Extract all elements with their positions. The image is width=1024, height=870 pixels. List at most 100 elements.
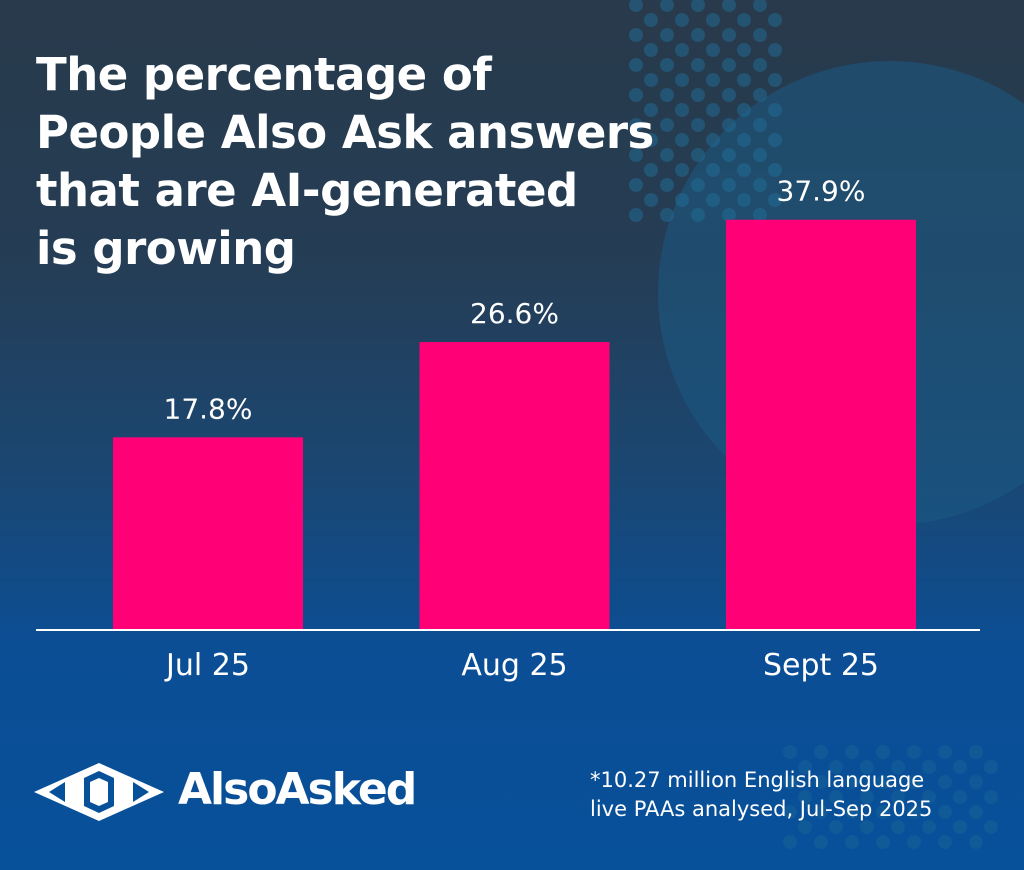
dot (644, 193, 658, 207)
dot (876, 805, 890, 819)
dot (660, 0, 674, 12)
dot (768, 73, 782, 87)
dot (629, 28, 643, 42)
dot (814, 775, 828, 789)
dot (753, 208, 767, 222)
dot (907, 835, 921, 849)
dot (722, 208, 736, 222)
dot (691, 178, 705, 192)
dot (753, 148, 767, 162)
dot (814, 835, 828, 849)
dot (644, 133, 658, 147)
title-line: is growing (36, 222, 296, 275)
dot (722, 88, 736, 102)
dot (753, 118, 767, 132)
dot (675, 43, 689, 57)
dot (753, 0, 767, 12)
dot (814, 745, 828, 759)
dot (969, 805, 983, 819)
dot (660, 148, 674, 162)
dot (722, 118, 736, 132)
dot-pattern-bottom (783, 745, 998, 849)
dot (691, 0, 705, 12)
dot (660, 208, 674, 222)
dot (860, 760, 874, 774)
dot (891, 790, 905, 804)
dot (984, 790, 998, 804)
dot (691, 88, 705, 102)
dot (969, 835, 983, 849)
bar-aug-25 (419, 342, 610, 630)
dot (722, 28, 736, 42)
dot (644, 73, 658, 87)
dot (706, 133, 720, 147)
dot (629, 88, 643, 102)
dot (829, 790, 843, 804)
dot (922, 820, 936, 834)
dot (845, 745, 859, 759)
dot (660, 88, 674, 102)
dot (922, 790, 936, 804)
bar-sept-25 (726, 219, 916, 631)
footnote-line: *10.27 million English language (590, 768, 925, 792)
dot (798, 790, 812, 804)
chart-title: The percentage of People Also Ask answer… (36, 46, 654, 278)
brand-name: AlsoAsked (178, 764, 417, 815)
dot (706, 13, 720, 27)
dot (907, 775, 921, 789)
dot (876, 775, 890, 789)
dot (737, 43, 751, 57)
alsoasked-logo (34, 763, 164, 821)
dot (938, 775, 952, 789)
dot (907, 745, 921, 759)
dot (737, 13, 751, 27)
dot (644, 163, 658, 177)
dot (675, 133, 689, 147)
x-tick-label: Aug 25 (461, 648, 567, 683)
dot (660, 178, 674, 192)
dot (814, 805, 828, 819)
dot (706, 193, 720, 207)
dot (876, 835, 890, 849)
dot (675, 73, 689, 87)
dot (953, 820, 967, 834)
dot (984, 820, 998, 834)
dot (660, 118, 674, 132)
dot (644, 103, 658, 117)
dot (798, 820, 812, 834)
dot (969, 775, 983, 789)
dot (675, 13, 689, 27)
dot (768, 13, 782, 27)
dot (629, 0, 643, 12)
dot (768, 163, 782, 177)
dot (706, 73, 720, 87)
dot (691, 28, 705, 42)
dot (675, 163, 689, 177)
dot (984, 760, 998, 774)
dot (629, 58, 643, 72)
dot (675, 193, 689, 207)
dot (953, 790, 967, 804)
dot (798, 760, 812, 774)
dot (660, 58, 674, 72)
dot (845, 775, 859, 789)
bar-jul-25 (113, 437, 303, 630)
dot (722, 148, 736, 162)
dot (706, 43, 720, 57)
dot (675, 103, 689, 117)
dot (768, 193, 782, 207)
dot (953, 760, 967, 774)
dot (907, 805, 921, 819)
dot (876, 745, 890, 759)
dot (737, 133, 751, 147)
dot (768, 133, 782, 147)
footnote-line: live PAAs analysed, Jul-Sep 2025 (590, 797, 933, 821)
dot (938, 745, 952, 759)
title-line: The percentage of (36, 48, 492, 101)
dot (737, 103, 751, 117)
dot (783, 835, 797, 849)
data-label: 17.8% (164, 392, 253, 425)
dot (783, 775, 797, 789)
x-tick-label: Sept 25 (763, 648, 879, 683)
